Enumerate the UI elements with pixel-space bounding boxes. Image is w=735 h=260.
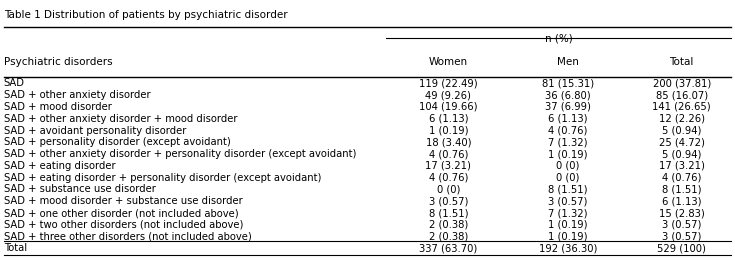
Text: 17 (3.21): 17 (3.21) bbox=[659, 161, 705, 171]
Text: 4 (0.76): 4 (0.76) bbox=[429, 173, 468, 183]
Text: SAD: SAD bbox=[4, 79, 25, 88]
Text: SAD + eating disorder + personality disorder (except avoidant): SAD + eating disorder + personality diso… bbox=[4, 173, 321, 183]
Text: 3 (0.57): 3 (0.57) bbox=[548, 196, 587, 206]
Text: Psychiatric disorders: Psychiatric disorders bbox=[4, 57, 112, 67]
Text: 1 (0.19): 1 (0.19) bbox=[548, 220, 587, 230]
Text: 529 (100): 529 (100) bbox=[657, 243, 706, 254]
Text: 141 (26.65): 141 (26.65) bbox=[653, 102, 711, 112]
Text: SAD + eating disorder: SAD + eating disorder bbox=[4, 161, 115, 171]
Text: 0 (0): 0 (0) bbox=[437, 185, 460, 194]
Text: SAD + other anxiety disorder + personality disorder (except avoidant): SAD + other anxiety disorder + personali… bbox=[4, 149, 356, 159]
Text: 4 (0.76): 4 (0.76) bbox=[548, 126, 587, 135]
Text: 0 (0): 0 (0) bbox=[556, 161, 579, 171]
Text: SAD + one other disorder (not included above): SAD + one other disorder (not included a… bbox=[4, 208, 238, 218]
Text: 5 (0.94): 5 (0.94) bbox=[662, 149, 701, 159]
Text: 17 (3.21): 17 (3.21) bbox=[426, 161, 471, 171]
Text: SAD + mood disorder: SAD + mood disorder bbox=[4, 102, 112, 112]
Text: 119 (22.49): 119 (22.49) bbox=[419, 79, 478, 88]
Text: 6 (1.13): 6 (1.13) bbox=[662, 196, 701, 206]
Text: 3 (0.57): 3 (0.57) bbox=[662, 220, 701, 230]
Text: 1 (0.19): 1 (0.19) bbox=[429, 126, 468, 135]
Text: Total: Total bbox=[4, 243, 26, 254]
Text: 8 (1.51): 8 (1.51) bbox=[662, 185, 701, 194]
Text: Men: Men bbox=[557, 57, 578, 67]
Text: SAD + other anxiety disorder: SAD + other anxiety disorder bbox=[4, 90, 150, 100]
Text: 2 (0.38): 2 (0.38) bbox=[429, 220, 468, 230]
Text: 2 (0.38): 2 (0.38) bbox=[429, 232, 468, 242]
Text: SAD + other anxiety disorder + mood disorder: SAD + other anxiety disorder + mood diso… bbox=[4, 114, 237, 124]
Text: 3 (0.57): 3 (0.57) bbox=[429, 196, 468, 206]
Text: 4 (0.76): 4 (0.76) bbox=[429, 149, 468, 159]
Text: 6 (1.13): 6 (1.13) bbox=[429, 114, 468, 124]
Text: 81 (15.31): 81 (15.31) bbox=[542, 79, 594, 88]
Text: 7 (1.32): 7 (1.32) bbox=[548, 137, 587, 147]
Text: 85 (16.07): 85 (16.07) bbox=[656, 90, 708, 100]
Text: 18 (3.40): 18 (3.40) bbox=[426, 137, 471, 147]
Text: SAD + substance use disorder: SAD + substance use disorder bbox=[4, 185, 156, 194]
Text: 15 (2.83): 15 (2.83) bbox=[659, 208, 705, 218]
Text: n (%): n (%) bbox=[545, 34, 573, 44]
Text: SAD + personality disorder (except avoidant): SAD + personality disorder (except avoid… bbox=[4, 137, 231, 147]
Text: 4 (0.76): 4 (0.76) bbox=[662, 173, 701, 183]
Text: 49 (9.26): 49 (9.26) bbox=[426, 90, 471, 100]
Text: 1 (0.19): 1 (0.19) bbox=[548, 149, 587, 159]
Text: SAD + two other disorders (not included above): SAD + two other disorders (not included … bbox=[4, 220, 243, 230]
Text: 12 (2.26): 12 (2.26) bbox=[659, 114, 705, 124]
Text: Total: Total bbox=[670, 57, 694, 67]
Text: 0 (0): 0 (0) bbox=[556, 173, 579, 183]
Text: SAD + avoidant personality disorder: SAD + avoidant personality disorder bbox=[4, 126, 186, 135]
Text: 25 (4.72): 25 (4.72) bbox=[659, 137, 705, 147]
Text: 8 (1.51): 8 (1.51) bbox=[548, 185, 587, 194]
Text: 5 (0.94): 5 (0.94) bbox=[662, 126, 701, 135]
Text: SAD + three other disorders (not included above): SAD + three other disorders (not include… bbox=[4, 232, 251, 242]
Text: SAD + mood disorder + substance use disorder: SAD + mood disorder + substance use diso… bbox=[4, 196, 243, 206]
Text: 1 (0.19): 1 (0.19) bbox=[548, 232, 587, 242]
Text: 192 (36.30): 192 (36.30) bbox=[539, 243, 597, 254]
Text: 6 (1.13): 6 (1.13) bbox=[548, 114, 587, 124]
Text: Table 1 Distribution of patients by psychiatric disorder: Table 1 Distribution of patients by psyc… bbox=[4, 10, 287, 20]
Text: 8 (1.51): 8 (1.51) bbox=[429, 208, 468, 218]
Text: 36 (6.80): 36 (6.80) bbox=[545, 90, 591, 100]
Text: 3 (0.57): 3 (0.57) bbox=[662, 232, 701, 242]
Text: 7 (1.32): 7 (1.32) bbox=[548, 208, 587, 218]
Text: 104 (19.66): 104 (19.66) bbox=[419, 102, 478, 112]
Text: 200 (37.81): 200 (37.81) bbox=[653, 79, 711, 88]
Text: 37 (6.99): 37 (6.99) bbox=[545, 102, 591, 112]
Text: 337 (63.70): 337 (63.70) bbox=[419, 243, 478, 254]
Text: Women: Women bbox=[429, 57, 468, 67]
